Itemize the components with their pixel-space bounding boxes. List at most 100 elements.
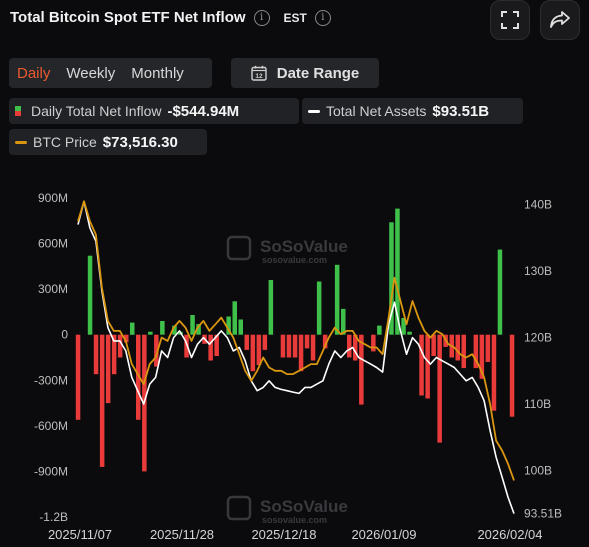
fullscreen-icon	[501, 11, 519, 29]
inflow-bar	[244, 334, 249, 350]
inflow-bar	[93, 334, 99, 375]
left-tick-label: -600M	[34, 419, 68, 433]
x-axis: 2025/11/07 2025/11/28 2025/12/18 2026/01/09…	[48, 527, 543, 542]
inflow-bar	[124, 334, 129, 343]
tab-monthly[interactable]: Monthly	[131, 64, 184, 82]
right-tick-label: 130B	[524, 264, 552, 278]
inflow-bar	[437, 334, 442, 443]
inflow-bar	[75, 334, 81, 420]
watermarks: SoSoValuesosovalue.comSoSoValuesosovalue…	[226, 235, 348, 525]
right-tick-label: 110B	[524, 397, 551, 411]
line-swatch-icon	[308, 109, 320, 113]
left-tick-label: -300M	[34, 373, 68, 387]
chart-title: Total Bitcoin Spot ETF Net Inflow	[10, 9, 246, 26]
inflow-bar	[280, 334, 286, 358]
inflow-bar	[148, 331, 153, 335]
left-axis: 900M 600M 300M 0 -300M -600M -900M -1.2B	[34, 191, 68, 524]
share-button[interactable]	[540, 0, 580, 40]
inflow-bar	[298, 334, 304, 372]
legend-inflow-value: -$544.94M	[167, 102, 240, 120]
inflow-bar	[461, 334, 466, 369]
left-tick-label: 300M	[38, 282, 68, 296]
svg-text:12: 12	[255, 73, 263, 80]
watermark-name: SoSoValue	[260, 237, 348, 256]
x-tick-label: 2025/11/07	[48, 527, 112, 542]
period-tabs: Daily Weekly Monthly	[9, 58, 212, 88]
inflow-bar	[485, 334, 491, 362]
inflow-bar	[117, 334, 123, 358]
legend-assets[interactable]: Total Net Assets $93.51B	[302, 98, 523, 124]
left-tick-label: 600M	[38, 237, 68, 251]
inflow-bar	[389, 222, 394, 335]
inflow-bar	[395, 208, 400, 335]
inflow-bar	[401, 318, 406, 335]
inflow-bar	[455, 334, 460, 361]
inflow-bar	[232, 301, 237, 335]
left-tick-label: 0	[61, 328, 68, 342]
inflow-bar	[130, 322, 135, 335]
inflow-bar	[425, 334, 430, 399]
inflow-bar	[509, 334, 515, 417]
chart-header: Total Bitcoin Spot ETF Net Inflow i EST …	[10, 9, 331, 26]
x-tick-label: 2025/11/28	[150, 527, 214, 542]
inflow-bar	[160, 321, 165, 335]
inflow-bar	[407, 331, 412, 335]
x-tick-label: 2025/12/18	[251, 527, 316, 542]
inflow-bars	[75, 208, 515, 472]
inflow-bar	[238, 319, 243, 335]
fullscreen-button[interactable]	[490, 0, 530, 40]
inflow-bar	[359, 334, 364, 405]
inflow-bar	[322, 334, 328, 349]
inflow-bar	[268, 280, 274, 335]
right-tick-label: 120B	[524, 331, 552, 345]
right-tick-label: 93.51B	[524, 507, 562, 521]
legend-price[interactable]: BTC Price $73,516.30	[9, 129, 207, 155]
inflow-bar	[377, 325, 382, 335]
watermark-logo-icon	[226, 235, 252, 261]
calendar-icon: 12	[251, 65, 267, 81]
series-lines	[77, 200, 515, 514]
inflow-bar	[497, 249, 503, 335]
legend-price-value: $73,516.30	[102, 133, 178, 151]
watermark-name: SoSoValue	[260, 497, 348, 516]
inflow-bar	[304, 334, 310, 349]
date-range-label: Date Range	[276, 64, 360, 82]
inflow-bar	[136, 334, 141, 420]
legend-price-label: BTC Price	[33, 134, 97, 150]
legend-assets-value: $93.51B	[432, 102, 490, 120]
inflow-bar	[316, 281, 322, 335]
watermark-url: sosovalue.com	[262, 255, 327, 265]
tab-weekly[interactable]: Weekly	[66, 64, 116, 82]
inflow-bar	[99, 334, 105, 467]
inflow-bar	[172, 325, 177, 335]
legend-inflow[interactable]: Daily Total Net Inflow -$544.94M	[9, 98, 299, 124]
inflow-bar	[154, 334, 159, 367]
inflow-bar	[226, 316, 231, 335]
btc-price-line	[77, 200, 515, 481]
right-axis: 140B 130B 120B 110B 100B 93.51B	[524, 198, 562, 521]
inflow-bar	[286, 334, 292, 358]
inflow-bar	[111, 334, 117, 375]
timezone-label: EST	[283, 10, 307, 25]
inflow-bar	[292, 334, 298, 358]
date-range-button[interactable]: 12 Date Range	[231, 58, 379, 88]
legend-assets-label: Total Net Assets	[326, 103, 427, 119]
inflow-bar	[371, 334, 376, 352]
info-icon[interactable]: i	[253, 9, 270, 26]
inflow-bar	[353, 334, 358, 361]
watermark-logo-icon	[226, 495, 252, 521]
info-icon[interactable]: i	[314, 9, 331, 26]
tab-daily[interactable]: Daily	[17, 64, 51, 82]
inflow-bar	[310, 334, 316, 361]
inflow-bar	[431, 334, 436, 356]
inflow-bar	[196, 324, 201, 335]
line-swatch-icon	[15, 140, 27, 144]
inflow-bar	[250, 334, 256, 372]
right-tick-label: 100B	[524, 464, 552, 478]
legend-inflow-label: Daily Total Net Inflow	[31, 103, 162, 119]
inflow-bar	[262, 334, 268, 350]
inflow-bar	[479, 334, 485, 379]
inflow-bar	[214, 334, 219, 356]
watermark-url: sosovalue.com	[262, 515, 327, 525]
